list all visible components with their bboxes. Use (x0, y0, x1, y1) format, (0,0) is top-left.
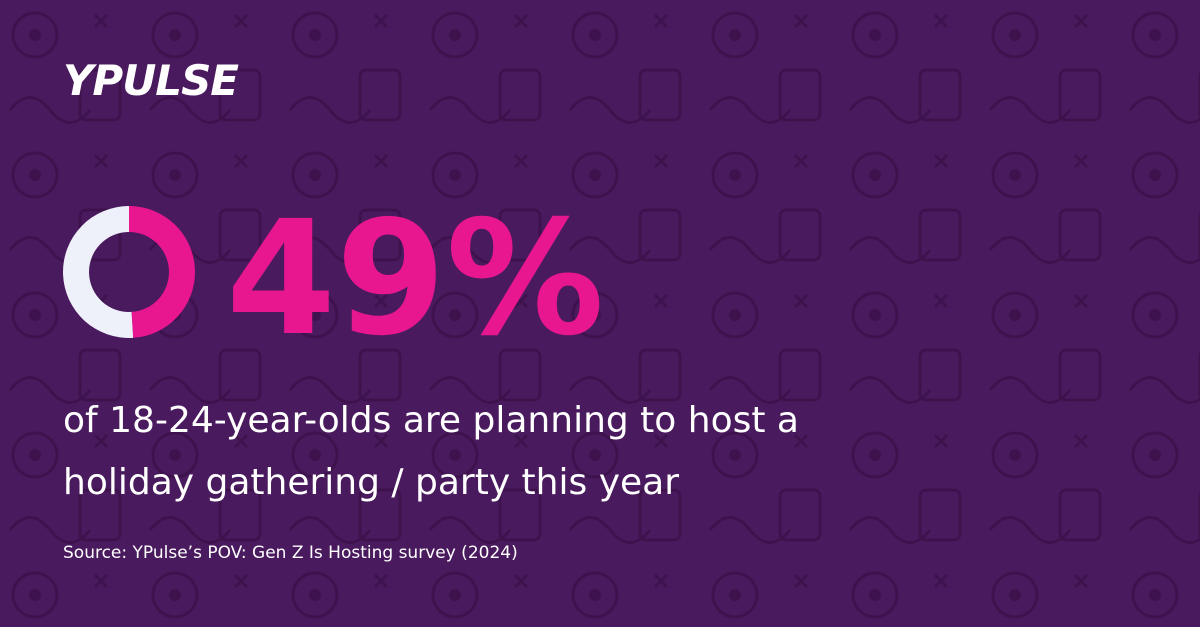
big-value-label: 49% (226, 187, 604, 371)
source: Source: YPulse’s POV: Gen Z Is Hosting s… (63, 543, 518, 563)
donut-segment (129, 206, 195, 338)
donut-segment (62, 206, 134, 339)
caption-line: of 18-24-year-olds are planning to host … (63, 400, 799, 441)
caption-line: holiday gathering / party this year (63, 462, 679, 503)
logo: YPULSE (63, 56, 239, 105)
donut-chart (62, 206, 195, 339)
